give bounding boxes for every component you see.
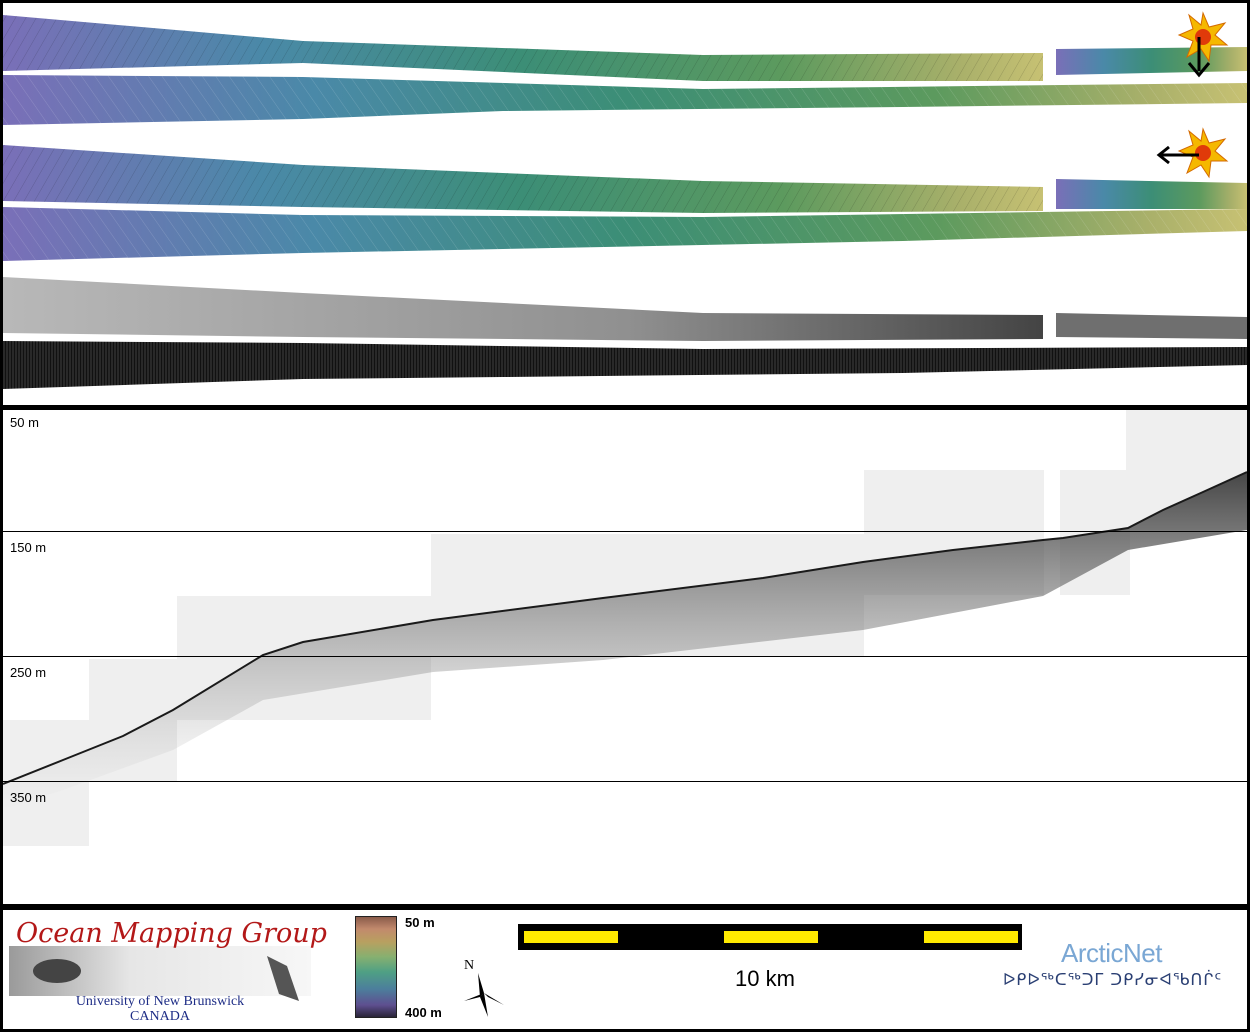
strip-pair-1 — [3, 15, 1247, 125]
org-subtitle-country: CANADA — [130, 1009, 190, 1024]
depth-label-150: 150 m — [10, 540, 47, 555]
legend-panel: Ocean Mapping Group University of New Br… — [3, 910, 1247, 1029]
arcticnet-logo: ArcticNet — [1061, 938, 1162, 968]
arcticnet-syllabics: ᐅᑭᐅᖅᑕᖅᑐᒥ ᑐᑭᓯᓂᐊᖃᑎᒌᑦ — [1003, 970, 1223, 989]
org-subtitle-university: University of New Brunswick — [75, 994, 245, 1009]
scale-label: 10 km — [735, 966, 795, 991]
depth-gridline — [3, 531, 1247, 532]
depth-label-50: 50 m — [10, 415, 39, 430]
ocean-mapping-group-logo — [9, 946, 311, 1001]
colorbar-bottom-label: 400 m — [405, 1005, 442, 1020]
scale-segment — [924, 931, 1018, 943]
colorbar-top-label: 50 m — [405, 915, 435, 930]
seabed-profile-svg — [3, 471, 1247, 810]
depth-gridline — [3, 656, 1247, 657]
strip-pair-3 — [3, 277, 1247, 389]
scale-segment — [724, 931, 818, 943]
strip-2b — [1056, 179, 1247, 209]
strips-svg — [3, 11, 1247, 389]
depth-label-250: 250 m — [10, 665, 47, 680]
compass-icon: N — [464, 958, 504, 1017]
org-title: Ocean Mapping Group — [16, 918, 327, 949]
strip-3c — [3, 341, 1247, 389]
scale-segment — [524, 931, 618, 943]
depth-label-350: 350 m — [10, 790, 47, 805]
seabed-fill — [3, 472, 1247, 810]
strip-3a — [3, 277, 1043, 341]
strip-1b — [1056, 47, 1247, 75]
depth-colorbar — [355, 916, 397, 1018]
strip-3b — [1056, 313, 1247, 339]
north-label: N — [464, 958, 474, 973]
sun-icon — [1177, 127, 1229, 179]
arrow-left-icon — [1156, 145, 1199, 165]
seabed-line — [3, 471, 1247, 785]
strip-pair-2 — [3, 145, 1247, 261]
depth-profile-panel: 50 m 150 m 250 m 350 m — [3, 410, 1247, 904]
depth-gridline — [3, 781, 1247, 782]
bathymetry-strips-panel — [3, 3, 1247, 405]
scale-bar — [518, 924, 1022, 950]
arrow-down-icon — [1187, 37, 1211, 78]
